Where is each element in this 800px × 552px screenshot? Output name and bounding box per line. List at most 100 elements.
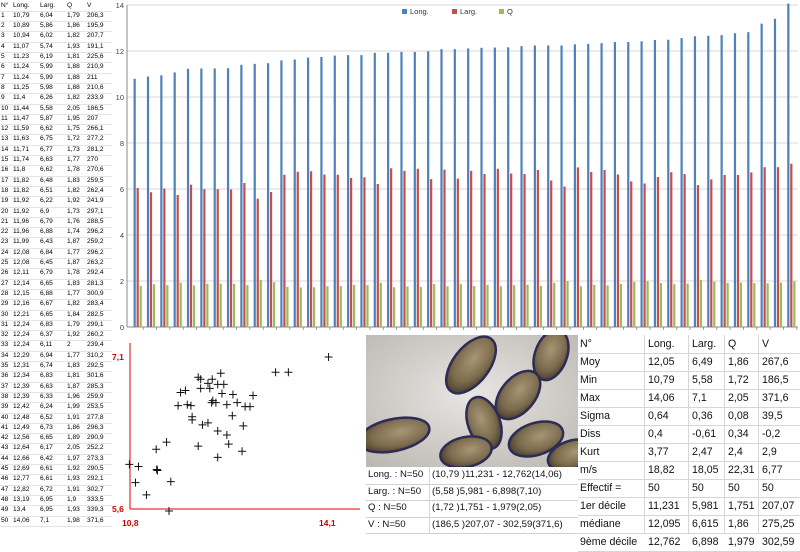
table-cell: 24 xyxy=(1,248,9,256)
row-divider xyxy=(0,381,112,383)
table-cell: 1,75 xyxy=(67,125,80,133)
table-cell: 8 xyxy=(1,83,5,91)
scatter-point xyxy=(125,460,134,469)
table-row: 12 11,59 6,62 1,75 266,1 xyxy=(0,124,112,134)
bar-larg xyxy=(189,184,193,327)
stats-cell: 1,72 xyxy=(728,374,749,386)
legend-label: Q xyxy=(507,7,513,16)
bar-chart: 0 2 4 6 8 10 12 14 Long. Larg. Q xyxy=(116,1,798,332)
stats-cell: 50 xyxy=(762,482,774,494)
table-cell: 37 xyxy=(1,382,9,390)
bar-larg xyxy=(670,172,673,327)
scatter-point xyxy=(284,368,293,377)
table-row: 10 11,44 5,58 2,05 186,5 xyxy=(0,104,112,114)
table-cell: 10,94 xyxy=(13,32,30,40)
row-divider xyxy=(0,185,112,187)
legend-label: Larg. xyxy=(460,7,477,16)
row-divider xyxy=(0,113,112,115)
table-cell: 12,29 xyxy=(13,351,30,359)
bar-q xyxy=(753,283,756,327)
bar-larg xyxy=(510,173,513,327)
table-cell: 296,3 xyxy=(87,423,104,431)
table-cell: 290,9 xyxy=(87,434,104,442)
range-label: Q : N=50 xyxy=(368,502,407,513)
table-row: 11 11,47 5,87 1,95 207 xyxy=(0,114,112,124)
stats-cell: 2,05 xyxy=(728,392,749,404)
bar-larg xyxy=(776,167,780,327)
table-cell: 12,48 xyxy=(13,413,30,421)
stats-cell: 6,77 xyxy=(762,464,783,476)
table-cell: 211 xyxy=(87,73,98,81)
stats-cell: Effectif = xyxy=(580,482,622,494)
table-cell: 207 xyxy=(87,114,99,122)
row-divider xyxy=(0,494,112,496)
table-row: 23 11,99 6,43 1,87 259,2 xyxy=(0,237,112,247)
table-row: 13 11,63 6,75 1,72 277,2 xyxy=(0,134,112,144)
y-tick-label: 14 xyxy=(116,1,124,10)
table-cell: 277,2 xyxy=(87,135,104,143)
table-cell: 1,72 xyxy=(67,135,80,143)
table-cell: 1,83 xyxy=(67,362,80,369)
stats-cell: 3,77 xyxy=(648,446,669,458)
bar-larg xyxy=(736,174,740,327)
stats-row: m/s 18,82 18,05 22,31 6,77 xyxy=(578,461,800,480)
scatter-point xyxy=(183,400,192,409)
bar-q xyxy=(579,286,582,327)
bar-long xyxy=(253,63,256,327)
table-cell: 301,6 xyxy=(87,372,104,380)
table-cell: Q xyxy=(67,1,73,9)
table-cell: 302,7 xyxy=(87,485,104,493)
bar-larg xyxy=(149,192,153,327)
stats-cell: 371,6 xyxy=(762,392,789,404)
table-cell: 1,93 xyxy=(67,42,80,50)
bar-long xyxy=(480,47,483,327)
table-row: 29 12,16 6,67 1,82 283,4 xyxy=(0,299,112,309)
bar-larg xyxy=(203,189,206,327)
table-cell: 1,92 xyxy=(67,465,80,472)
scatter-point xyxy=(186,401,195,410)
bar-q xyxy=(259,279,262,327)
scatter-point xyxy=(152,445,161,454)
table-cell: 7,1 xyxy=(40,516,50,524)
table-cell: 300,9 xyxy=(87,289,104,297)
bar-q xyxy=(766,283,769,327)
table-cell: 12,14 xyxy=(13,279,30,287)
table-cell: 48 xyxy=(1,495,9,503)
bar-q xyxy=(473,286,476,327)
bar-larg xyxy=(323,174,326,327)
bar-q xyxy=(446,286,449,327)
table-cell: 1,88 xyxy=(67,73,80,81)
row-divider xyxy=(0,391,112,393)
bar-larg xyxy=(296,171,299,327)
table-row: 7 11,24 5,99 1,88 211 xyxy=(0,73,112,83)
legend-swatch xyxy=(499,9,504,14)
table-row: 9 11,4 6,26 1,82 233,9 xyxy=(0,93,112,103)
table-cell: 288,5 xyxy=(87,217,104,225)
table-cell: 1,82 xyxy=(67,94,80,102)
stats-cell: 50 xyxy=(692,482,704,494)
table-cell: 5,98 xyxy=(40,83,53,91)
bar-long xyxy=(560,45,563,327)
bar-q xyxy=(673,284,676,327)
stats-cell: 6,615 xyxy=(692,518,719,530)
bar-long xyxy=(467,48,470,327)
table-cell: 191,1 xyxy=(87,42,104,50)
bar-larg xyxy=(603,169,606,327)
stats-cell: Diss xyxy=(580,428,601,440)
table-cell: 6,75 xyxy=(40,135,53,143)
bar-q xyxy=(593,284,596,327)
table-cell: 1,88 xyxy=(67,63,80,71)
table-cell: 6,37 xyxy=(40,331,53,339)
row-divider xyxy=(0,268,112,270)
bar-larg xyxy=(229,189,233,327)
bar-q xyxy=(393,287,396,327)
table-cell: 210,6 xyxy=(87,83,104,91)
bar-larg xyxy=(456,178,459,327)
bar-q xyxy=(339,286,342,327)
table-cell: 6,65 xyxy=(40,279,53,287)
table-cell: 290,5 xyxy=(87,465,104,472)
stats-cell: 14,06 xyxy=(648,392,675,404)
bar-q xyxy=(366,285,369,327)
stats-cell: 186,5 xyxy=(762,374,789,386)
stats-cell: 18,82 xyxy=(648,464,675,476)
